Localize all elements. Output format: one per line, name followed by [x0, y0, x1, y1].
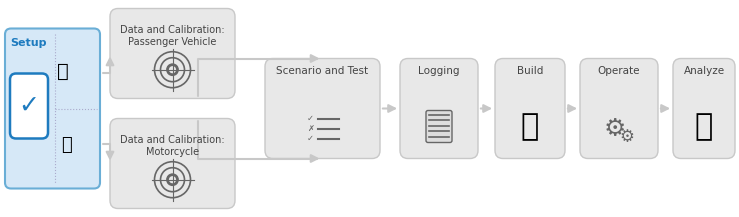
- FancyBboxPatch shape: [5, 28, 100, 189]
- Text: ✗: ✗: [307, 124, 314, 133]
- Text: 🚗: 🚗: [57, 62, 69, 81]
- FancyBboxPatch shape: [10, 74, 48, 138]
- FancyBboxPatch shape: [426, 110, 452, 143]
- Text: 🔍: 🔍: [695, 112, 713, 141]
- Text: Logging: Logging: [418, 66, 460, 77]
- FancyBboxPatch shape: [265, 59, 380, 158]
- Text: ⚙: ⚙: [619, 128, 635, 146]
- FancyBboxPatch shape: [110, 118, 235, 209]
- Text: ✓: ✓: [307, 114, 314, 123]
- Text: ⚙: ⚙: [604, 117, 626, 140]
- Text: 🏍: 🏍: [61, 136, 72, 154]
- FancyBboxPatch shape: [673, 59, 735, 158]
- Text: Data and Calibration:
Motorcycle: Data and Calibration: Motorcycle: [120, 135, 225, 157]
- FancyBboxPatch shape: [495, 59, 565, 158]
- Text: Scenario and Test: Scenario and Test: [276, 66, 369, 77]
- Text: Operate: Operate: [598, 66, 640, 77]
- Text: Build: Build: [517, 66, 543, 77]
- FancyBboxPatch shape: [110, 8, 235, 99]
- Text: ✓: ✓: [18, 94, 39, 118]
- Text: Data and Calibration:
Passenger Vehicle: Data and Calibration: Passenger Vehicle: [120, 25, 225, 47]
- Text: Analyze: Analyze: [684, 66, 724, 77]
- Text: ✓: ✓: [307, 134, 314, 143]
- Text: 🔧: 🔧: [521, 112, 539, 141]
- FancyBboxPatch shape: [580, 59, 658, 158]
- FancyBboxPatch shape: [400, 59, 478, 158]
- Text: Setup: Setup: [10, 38, 47, 48]
